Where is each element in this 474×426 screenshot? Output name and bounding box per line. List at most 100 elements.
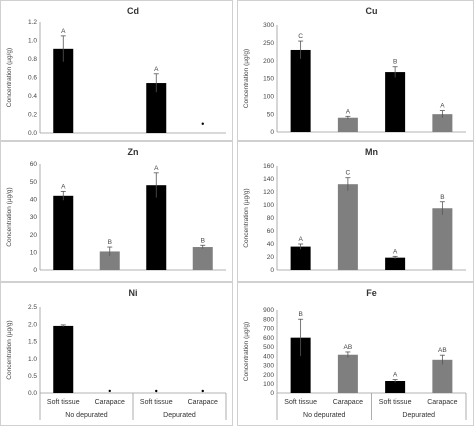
value-marker	[108, 389, 111, 393]
significance-letter: AB	[344, 344, 353, 351]
significance-letter: A	[440, 103, 445, 110]
y-tick-label: 900	[263, 307, 274, 314]
bar	[385, 72, 406, 132]
y-tick-label: 2.5	[28, 304, 37, 311]
panel-title: Cu	[366, 6, 378, 16]
bar	[337, 354, 358, 393]
y-tick-label: 300	[263, 363, 274, 370]
x-group-label: Depurated	[163, 412, 196, 419]
bar	[53, 48, 74, 134]
significance-letter: B	[393, 59, 397, 66]
bar	[192, 247, 213, 270]
y-tick-label: 1.0	[28, 356, 37, 363]
x-group-label: Depurated	[402, 412, 435, 419]
bar	[337, 117, 358, 132]
panel-fe: Fe 0 100 200 300 400 500 600 700 800 900 Concentrat…	[237, 282, 474, 426]
significance-letter: A	[154, 66, 159, 73]
panel-title: Ni	[129, 288, 138, 298]
panel-title: Fe	[366, 288, 377, 298]
y-tick-label: 2.0	[28, 321, 37, 328]
bar	[432, 208, 453, 270]
significance-letter: A	[61, 183, 66, 190]
y-tick-label: 80	[267, 215, 275, 222]
y-tick-label: 120	[263, 189, 274, 196]
y-tick-label: 40	[267, 241, 275, 248]
significance-letter: A	[154, 165, 159, 172]
y-tick-label: 30	[30, 214, 38, 221]
x-category-label: Carapace	[188, 399, 218, 406]
y-tick-label: 60	[30, 161, 38, 168]
y-tick-label: 100	[263, 94, 274, 101]
y-tick-label: 160	[263, 163, 274, 170]
bar	[290, 49, 311, 132]
panel-ni: Ni 0.0 0.5 1.0 1.5 2.0 2.5 Concentration (µg/g)…	[0, 282, 233, 426]
y-tick-label: 50	[267, 111, 275, 118]
y-tick-label: 140	[263, 176, 274, 183]
x-category-label: Soft tissue	[47, 399, 80, 406]
y-tick-label: 200	[263, 58, 274, 65]
y-tick-label: 0	[270, 129, 274, 136]
y-tick-label: 0.5	[28, 373, 37, 380]
bar	[385, 257, 406, 270]
y-tick-label: 60	[267, 228, 275, 235]
significance-letter: B	[298, 311, 302, 318]
y-tick-label: 0.6	[28, 75, 37, 82]
y-tick-label: 500	[263, 344, 274, 351]
y-axis-label: Concentration (µg/g)	[243, 322, 250, 381]
y-tick-label: 700	[263, 326, 274, 333]
y-tick-label: 600	[263, 335, 274, 342]
significance-letter: A	[61, 28, 66, 35]
panel-cd: Cd 0.0 0.2 0.4 0.6 0.8 1.0 1.2 Concentration (µg…	[0, 0, 233, 141]
panel-title: Cd	[127, 6, 139, 16]
y-tick-label: 1.5	[28, 339, 37, 346]
bar	[432, 359, 453, 393]
x-category-label: Carapace	[95, 399, 125, 406]
y-tick-label: 40	[30, 197, 38, 204]
y-tick-label: 0.2	[28, 112, 37, 119]
y-tick-label: 100	[263, 202, 274, 209]
significance-letter: A	[393, 372, 398, 379]
bar	[146, 185, 167, 270]
y-tick-label: 1.2	[28, 19, 37, 26]
y-tick-label: 200	[263, 372, 274, 379]
value-marker	[201, 122, 204, 125]
panel-title: Zn	[128, 147, 139, 157]
panel-mn: Mn 0 20 40 60 80 100 120 140 160 Concentration (µg…	[237, 141, 474, 282]
significance-letter: A	[393, 248, 398, 255]
value-marker	[155, 389, 158, 393]
y-tick-label: 0.0	[28, 390, 37, 397]
significance-letter: B	[201, 237, 205, 244]
significance-letter: C	[298, 33, 303, 40]
significance-letter: AB	[438, 347, 447, 354]
bar	[146, 83, 167, 133]
y-tick-label: 1.0	[28, 38, 37, 45]
y-tick-label: 0	[270, 267, 274, 274]
panel-title: Mn	[365, 147, 378, 157]
y-tick-label: 150	[263, 76, 274, 83]
significance-letter: C	[346, 170, 351, 177]
y-tick-label: 100	[263, 381, 274, 388]
significance-letter: A	[346, 108, 351, 115]
x-group-label: No depurated	[303, 412, 346, 419]
value-marker	[201, 389, 204, 393]
x-category-label: Soft tissue	[379, 399, 412, 406]
y-tick-label: 20	[30, 232, 38, 239]
y-axis-label: Concentration (µg/g)	[6, 320, 13, 379]
significance-letter: A	[298, 236, 303, 243]
y-tick-label: 10	[30, 250, 38, 257]
y-axis-label: Concentration (µg/g)	[6, 187, 13, 246]
x-category-label: Soft tissue	[284, 399, 317, 406]
bar	[290, 246, 311, 270]
bar	[337, 184, 358, 270]
bar	[290, 337, 311, 393]
panel-frame	[0, 0, 233, 141]
y-tick-label: 800	[263, 316, 274, 323]
y-tick-label: 250	[263, 40, 274, 47]
y-tick-label: 400	[263, 353, 274, 360]
y-tick-label: 0.0	[28, 130, 37, 137]
bar	[432, 114, 453, 132]
x-category-label: Carapace	[427, 399, 457, 406]
significance-letter: B	[440, 194, 444, 201]
panel-cu: Cu 0 50 100 150 200 250 300 Concentration (µg/g)…	[237, 0, 474, 141]
